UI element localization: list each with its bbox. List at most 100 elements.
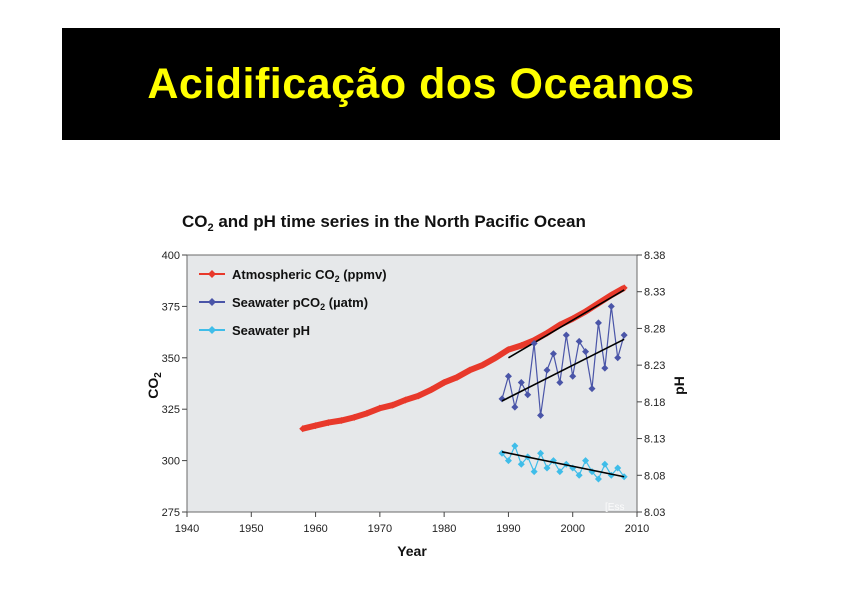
y-left-tick-label: 325 — [162, 404, 180, 416]
y-left-tick-label: 350 — [162, 353, 180, 365]
series-seawater-pco2 — [498, 302, 628, 419]
seawater-ph-point — [601, 460, 609, 468]
legend-marker-atmospheric-co2 — [208, 270, 216, 278]
y-left-tick-label: 375 — [162, 301, 180, 313]
atmospheric-co2-point — [414, 392, 422, 400]
seawater-pco2-trendline — [501, 338, 625, 402]
chart-title-main: CO — [182, 212, 208, 231]
y-left-label-main: CO — [145, 378, 161, 399]
y-right-tick-label: 8.28 — [644, 323, 665, 335]
seawater-ph-point — [537, 449, 545, 457]
seawater-pco2-point — [614, 354, 622, 362]
y-right-tick-label: 8.13 — [644, 434, 665, 446]
legend: Atmospheric CO2 (ppmv) Seawater pCO2 (µat… — [199, 267, 387, 338]
x-tick-label: 1950 — [239, 523, 263, 535]
axes-ticks: 1940 1950 1960 1970 1980 1990 2000 2010 275 300 32… — [162, 250, 666, 535]
seawater-pco2-point — [543, 366, 551, 374]
seawater-ph-point — [530, 468, 538, 476]
series-layer — [299, 284, 628, 483]
x-tick-label: 1970 — [368, 523, 392, 535]
seawater-pco2-point — [524, 391, 532, 399]
y-right-tick-label: 8.03 — [644, 507, 665, 519]
seawater-pco2-point — [607, 302, 615, 310]
atmospheric-co2-point — [517, 341, 525, 349]
x-tick-label: 1940 — [175, 523, 199, 535]
atmospheric-co2-point — [466, 366, 474, 374]
x-tick-label: 1990 — [496, 523, 520, 535]
atmospheric-co2-point — [594, 299, 602, 307]
atmospheric-co2-point — [363, 409, 371, 417]
legend-marker-seawater-ph — [208, 326, 216, 334]
atmospheric-co2-point — [376, 404, 384, 412]
legend-label-atmospheric-co2: Atmospheric CO2 (ppmv) — [232, 267, 387, 284]
y-right-tick-label: 8.18 — [644, 397, 665, 409]
title-banner: Acidificação dos Oceanos — [62, 28, 780, 140]
slide-title: Acidificação dos Oceanos — [147, 59, 695, 108]
seawater-pco2-point — [530, 339, 538, 347]
y-right-tick-label: 8.38 — [644, 250, 665, 262]
atmospheric-co2-point — [620, 284, 628, 292]
atmospheric-co2-point — [427, 386, 435, 394]
seawater-pco2-point — [504, 372, 512, 380]
legend-marker-seawater-pco2 — [208, 298, 216, 306]
y-left-tick-label: 275 — [162, 507, 180, 519]
seawater-pco2-point — [517, 378, 525, 386]
atmospheric-co2-point — [337, 417, 345, 425]
seawater-pco2-point — [511, 403, 519, 411]
chart-title: CO2 and pH time series in the North Paci… — [182, 212, 586, 234]
seawater-pco2-point — [556, 378, 564, 386]
seawater-ph-point — [517, 460, 525, 468]
seawater-pco2-point — [620, 331, 628, 339]
seawater-pco2-point — [588, 385, 596, 393]
series-seawater-ph — [498, 442, 628, 483]
seawater-ph-point — [575, 471, 583, 479]
plot-area — [186, 254, 638, 513]
x-axis-label: Year — [397, 543, 427, 559]
seawater-pco2-point — [549, 350, 557, 358]
atmospheric-co2-point — [492, 354, 500, 362]
x-tick-label: 2010 — [625, 523, 649, 535]
watermark-text: [Ess — [605, 502, 624, 513]
seawater-ph-point — [614, 464, 622, 472]
seawater-ph-point — [511, 442, 519, 450]
seawater-ph-point — [594, 475, 602, 483]
seawater-ph-trendline — [501, 451, 625, 478]
y-right-tick-label: 8.33 — [644, 287, 665, 299]
atmospheric-co2-point — [299, 425, 307, 433]
y-right-tick-label: 8.23 — [644, 360, 665, 372]
seawater-pco2-point — [594, 319, 602, 327]
atmospheric-co2-point — [479, 361, 487, 369]
atmospheric-co2-point — [453, 373, 461, 381]
x-tick-label: 1980 — [432, 523, 456, 535]
y-axis-right-label: pH — [671, 376, 687, 395]
atmospheric-co2-trendline — [508, 289, 625, 359]
seawater-ph-point — [543, 464, 551, 472]
seawater-ph-point — [504, 457, 512, 465]
seawater-pco2-point — [569, 372, 577, 380]
atmospheric-co2-point — [350, 413, 358, 421]
atmospheric-co2-point — [312, 422, 320, 430]
atmospheric-co2-point — [324, 419, 332, 427]
atmospheric-co2-point — [504, 346, 512, 354]
y-axis-left-label: CO2 — [145, 372, 164, 399]
legend-label-seawater-pco2: Seawater pCO2 (µatm) — [232, 295, 368, 312]
atmospheric-co2-point — [440, 378, 448, 386]
seawater-pco2-point — [562, 331, 570, 339]
x-tick-label: 1960 — [303, 523, 327, 535]
x-tick-label: 2000 — [560, 523, 584, 535]
y-left-tick-label: 300 — [162, 456, 180, 468]
atmospheric-co2-point — [402, 396, 410, 404]
seawater-ph-point — [582, 457, 590, 465]
y-left-label-sub: 2 — [153, 372, 164, 378]
legend-label-seawater-ph: Seawater pH — [232, 323, 310, 338]
atmospheric-co2-point — [389, 401, 397, 409]
seawater-pco2-point — [537, 411, 545, 419]
seawater-pco2-point — [575, 337, 583, 345]
y-right-tick-label: 8.08 — [644, 470, 665, 482]
seawater-pco2-point — [582, 348, 590, 356]
chart-title-rest: and pH time series in the North Pacific … — [214, 212, 586, 231]
series-atmospheric-co2 — [299, 284, 628, 433]
chart-title-sub: 2 — [208, 222, 214, 234]
seawater-pco2-point — [601, 364, 609, 372]
